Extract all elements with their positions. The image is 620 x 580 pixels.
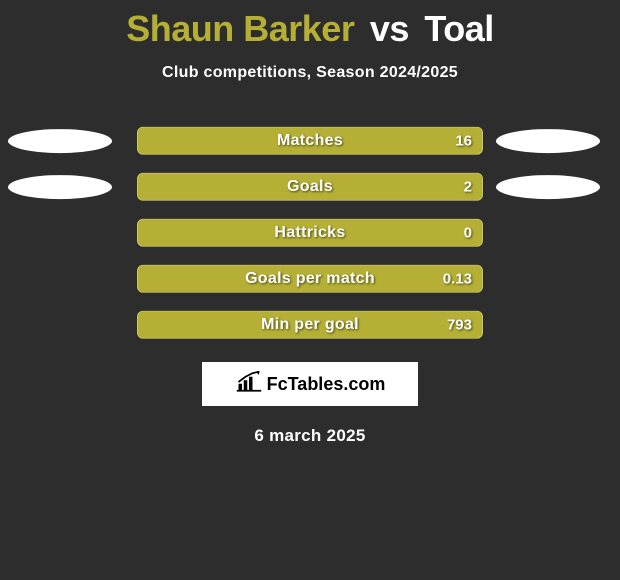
player1-name: Shaun Barker bbox=[126, 8, 354, 49]
stat-label: Goals per match bbox=[138, 270, 482, 288]
ellipse-left bbox=[8, 175, 112, 199]
stat-bar: Goals per match 0.13 bbox=[137, 265, 483, 293]
stat-value-right: 16 bbox=[455, 132, 472, 149]
page-title: Shaun Barker vs Toal bbox=[0, 0, 620, 50]
brand-badge[interactable]: FcTables.com bbox=[202, 362, 418, 406]
stat-value-right: 793 bbox=[447, 316, 472, 333]
stat-value-right: 0 bbox=[464, 224, 472, 241]
player2-name: Toal bbox=[424, 8, 493, 49]
stat-row-matches: Matches 16 bbox=[0, 120, 620, 166]
stat-bar: Hattricks 0 bbox=[137, 219, 483, 247]
stat-row-min-per-goal: Min per goal 793 bbox=[0, 304, 620, 350]
vs-label: vs bbox=[370, 8, 409, 49]
stat-value-right: 2 bbox=[464, 178, 472, 195]
stat-bar: Goals 2 bbox=[137, 173, 483, 201]
stat-row-hattricks: Hattricks 0 bbox=[0, 212, 620, 258]
stat-label: Matches bbox=[138, 132, 482, 150]
date-label: 6 march 2025 bbox=[0, 426, 620, 446]
stat-bar: Matches 16 bbox=[137, 127, 483, 155]
stat-value-right: 0.13 bbox=[443, 270, 472, 287]
stat-label: Hattricks bbox=[138, 224, 482, 242]
stat-row-goals: Goals 2 bbox=[0, 166, 620, 212]
stat-label: Goals bbox=[138, 178, 482, 196]
brand-text: FcTables.com bbox=[267, 374, 386, 395]
ellipse-right bbox=[496, 129, 600, 153]
stats-area: Matches 16 Goals 2 Hattricks 0 bbox=[0, 120, 620, 350]
stat-bar: Min per goal 793 bbox=[137, 311, 483, 339]
stat-row-goals-per-match: Goals per match 0.13 bbox=[0, 258, 620, 304]
ellipse-right bbox=[496, 175, 600, 199]
chart-icon bbox=[235, 371, 263, 398]
comparison-card: Shaun Barker vs Toal Club competitions, … bbox=[0, 0, 620, 446]
subtitle: Club competitions, Season 2024/2025 bbox=[0, 64, 620, 82]
stat-label: Min per goal bbox=[138, 316, 482, 334]
ellipse-left bbox=[8, 129, 112, 153]
